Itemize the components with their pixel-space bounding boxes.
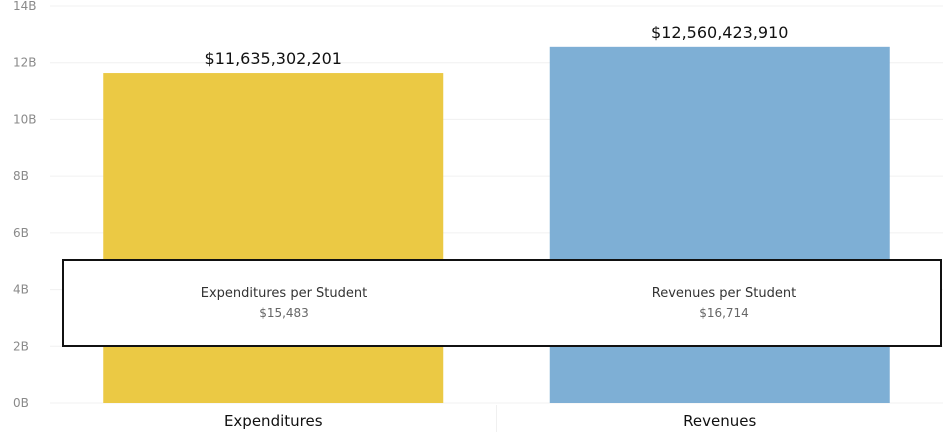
expenditures-per-student: Expenditures per Student $15,483 (64, 261, 504, 345)
expenditures-per-student-label: Expenditures per Student (200, 286, 368, 301)
revenues-per-student-value: $16,714 (699, 306, 749, 320)
y-tick-label: 4B (13, 283, 29, 297)
y-tick-label: 2B (13, 339, 29, 353)
revenues-per-student: Revenues per Student $16,714 (504, 261, 943, 345)
y-tick-label: 8B (13, 169, 29, 183)
expenditures-per-student-value: $15,483 (259, 306, 309, 320)
y-tick-label: 0B (13, 396, 29, 410)
data-labels: $11,635,302,201 $12,560,423,910 (205, 23, 789, 68)
per-student-summary: Expenditures per Student $15,483 Revenue… (62, 259, 942, 347)
y-axis-ticks: 0B 2B 4B 6B 8B 10B 12B 14B (13, 0, 37, 410)
y-tick-label: 10B (13, 112, 37, 126)
bar-revenues[interactable] (549, 46, 890, 403)
data-label-expenditures: $11,635,302,201 (205, 49, 342, 68)
bar-expenditures[interactable] (103, 73, 444, 403)
data-label-revenues: $12,560,423,910 (651, 23, 788, 42)
y-tick-label: 6B (13, 226, 29, 240)
y-tick-label: 14B (13, 0, 37, 13)
bars (103, 46, 890, 403)
revenues-per-student-label: Revenues per Student (651, 286, 797, 301)
x-category-label-expenditures: Expenditures (224, 412, 323, 430)
y-tick-label: 12B (13, 56, 37, 70)
x-category-label-revenues: Revenues (683, 412, 756, 430)
x-axis-labels: Expenditures Revenues (224, 412, 757, 430)
